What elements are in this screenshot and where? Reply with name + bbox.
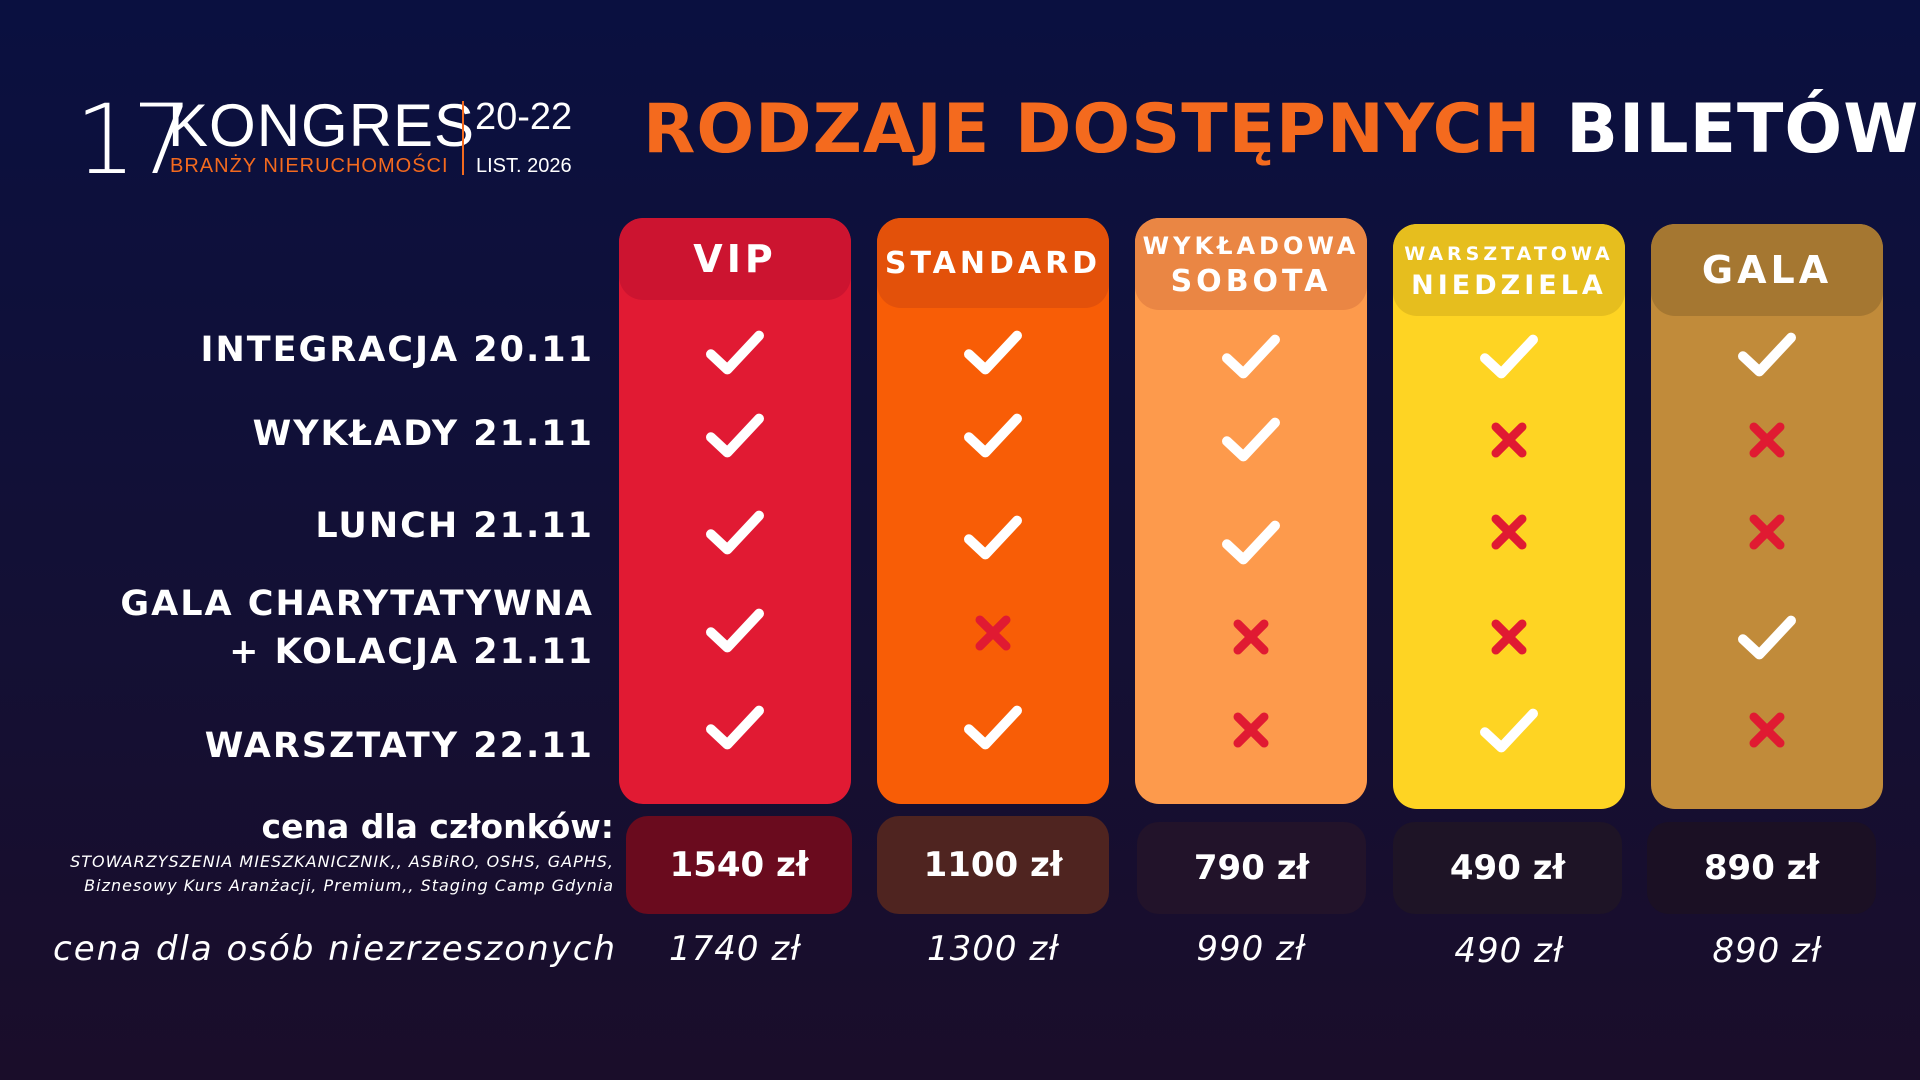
member-price-label: cena dla członków: bbox=[261, 807, 614, 846]
nonmember-price-standard: 1300 zł bbox=[927, 929, 1059, 969]
nonmember-price-vip: 1740 zł bbox=[669, 929, 801, 969]
cross-icon bbox=[1474, 602, 1544, 672]
member-price-vip: 1540 zł bbox=[626, 816, 852, 914]
check-icon bbox=[700, 317, 770, 387]
logo-word: KONGRES bbox=[168, 92, 476, 159]
check-icon bbox=[700, 400, 770, 470]
nonmember-price-niedziela: 490 zł bbox=[1454, 931, 1564, 971]
member-note-line2: Biznesowy Kurs Aranżacji, Premium,, Stag… bbox=[84, 876, 614, 895]
ticket-name: STANDARD bbox=[884, 245, 1102, 281]
ticket-header-gala: GALA bbox=[1651, 224, 1883, 316]
ticket-column-gala: GALA bbox=[1651, 224, 1883, 809]
ticket-header-vip: VIP bbox=[619, 218, 851, 300]
cross-icon bbox=[958, 598, 1028, 668]
ticket-column-vip: VIP bbox=[619, 218, 851, 804]
check-icon bbox=[1732, 602, 1802, 672]
title-white: BILETÓW bbox=[1566, 90, 1920, 169]
check-icon bbox=[958, 317, 1028, 387]
member-price-sobota: 790 zł bbox=[1137, 822, 1366, 914]
cross-icon bbox=[1732, 695, 1802, 765]
ticket-header-sobota: WYKŁADOWA SOBOTA bbox=[1135, 218, 1367, 310]
ticket-name-line2: SOBOTA bbox=[1170, 264, 1332, 299]
cross-icon bbox=[1216, 695, 1286, 765]
row-label-gala-line1: GALA CHARYTATYWNA bbox=[120, 584, 594, 624]
check-icon bbox=[1216, 404, 1286, 474]
check-icon bbox=[1216, 321, 1286, 391]
row-label-lunch: LUNCH 21.11 bbox=[315, 506, 594, 546]
check-icon bbox=[1732, 319, 1802, 389]
cross-icon bbox=[1216, 602, 1286, 672]
logo-divider bbox=[462, 101, 464, 175]
title-orange: RODZAJE DOSTĘPNYCH bbox=[643, 90, 1542, 169]
check-icon bbox=[958, 400, 1028, 470]
member-price-gala: 890 zł bbox=[1647, 822, 1876, 914]
ticket-column-sobota: WYKŁADOWA SOBOTA bbox=[1135, 218, 1367, 804]
ticket-name-line1: WYKŁADOWA bbox=[1142, 232, 1360, 260]
check-icon bbox=[700, 692, 770, 762]
ticket-header-niedziela: WARSZTATOWA NIEDZIELA bbox=[1393, 224, 1625, 316]
cross-icon bbox=[1474, 405, 1544, 475]
row-label-gala-line2: + KOLACJA 21.11 bbox=[229, 632, 594, 672]
nonmember-price-label: cena dla osób niezrzeszonych bbox=[53, 929, 617, 969]
ticket-name-line2: NIEDZIELA bbox=[1411, 270, 1607, 301]
ticket-column-standard: STANDARD bbox=[877, 218, 1109, 804]
ticket-name: VIP bbox=[693, 237, 777, 281]
ticket-name: GALA bbox=[1701, 248, 1833, 292]
member-price-standard: 1100 zł bbox=[877, 816, 1109, 914]
page-title: RODZAJE DOSTĘPNYCH BILETÓW bbox=[643, 96, 1919, 164]
logo-number: 17 bbox=[75, 84, 193, 196]
cross-icon bbox=[1474, 497, 1544, 567]
check-icon bbox=[700, 595, 770, 665]
nonmember-price-sobota: 990 zł bbox=[1196, 929, 1306, 969]
member-note-line1: STOWARZYSZENIA MIESZKANICZNIK,, ASBiRO, … bbox=[70, 852, 614, 871]
logo-month: LIST. 2026 bbox=[476, 155, 572, 177]
check-icon bbox=[1474, 695, 1544, 765]
cross-icon bbox=[1732, 497, 1802, 567]
member-price-niedziela: 490 zł bbox=[1393, 822, 1622, 914]
cross-icon bbox=[1732, 405, 1802, 475]
check-icon bbox=[1216, 507, 1286, 577]
member-price-note: STOWARZYSZENIA MIESZKANICZNIK,, ASBiRO, … bbox=[70, 850, 614, 898]
row-label-integracja: INTEGRACJA 20.11 bbox=[200, 330, 594, 370]
ticket-column-niedziela: WARSZTATOWA NIEDZIELA bbox=[1393, 224, 1625, 809]
logo-dates: 20-22 bbox=[475, 96, 573, 138]
nonmember-price-gala: 890 zł bbox=[1712, 931, 1822, 971]
check-icon bbox=[958, 692, 1028, 762]
logo-subtitle: BRANŻY NIERUCHOMOŚCI bbox=[170, 155, 449, 177]
row-label-wyklady: WYKŁADY 21.11 bbox=[252, 414, 594, 454]
ticket-header-standard: STANDARD bbox=[877, 218, 1109, 308]
check-icon bbox=[1474, 321, 1544, 391]
ticket-name-line1: WARSZTATOWA bbox=[1404, 243, 1614, 265]
check-icon bbox=[700, 497, 770, 567]
row-label-warsztaty: WARSZTATY 22.11 bbox=[204, 726, 594, 766]
check-icon bbox=[958, 502, 1028, 572]
